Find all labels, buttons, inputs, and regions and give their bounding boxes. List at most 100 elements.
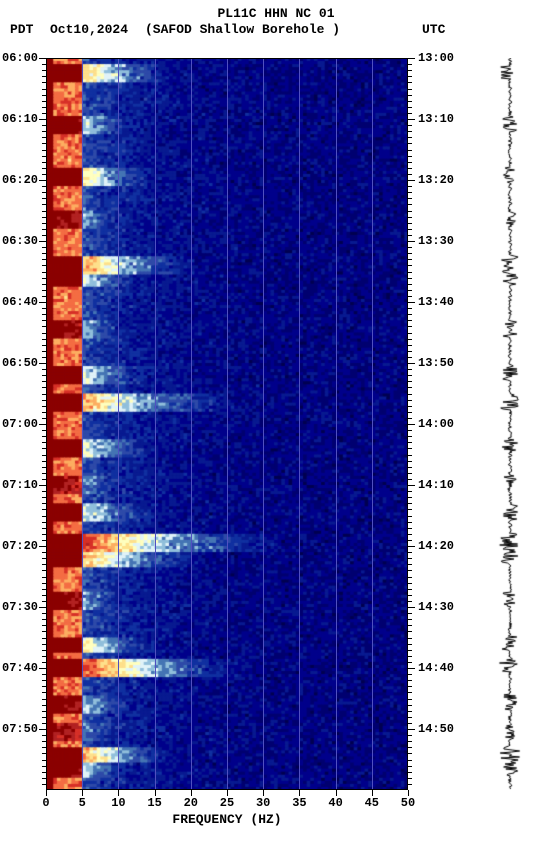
ytick-minor xyxy=(408,253,412,254)
ytick-minor xyxy=(42,662,46,663)
ytick-minor xyxy=(42,753,46,754)
ytick-minor xyxy=(42,509,46,510)
ytick-minor xyxy=(408,589,412,590)
ytick-right-label: 14:30 xyxy=(418,600,454,614)
ytick-minor xyxy=(42,113,46,114)
ytick-minor xyxy=(408,753,412,754)
ytick-minor xyxy=(42,265,46,266)
ytick-mark xyxy=(408,668,415,669)
ytick-minor xyxy=(42,131,46,132)
ytick-minor xyxy=(42,674,46,675)
ytick-minor xyxy=(42,760,46,761)
ytick-minor xyxy=(42,82,46,83)
ytick-minor xyxy=(42,686,46,687)
ytick-minor xyxy=(408,467,412,468)
ytick-minor xyxy=(408,204,412,205)
ytick-minor xyxy=(42,619,46,620)
ytick-minor xyxy=(42,204,46,205)
xtick-label: 10 xyxy=(111,796,125,810)
xtick-label: 50 xyxy=(401,796,415,810)
ytick-minor xyxy=(42,436,46,437)
ytick-mark xyxy=(408,729,415,730)
ytick-minor xyxy=(408,278,412,279)
ytick-minor xyxy=(42,455,46,456)
ytick-minor xyxy=(408,64,412,65)
ytick-minor xyxy=(42,326,46,327)
ytick-minor xyxy=(42,650,46,651)
ytick-minor xyxy=(408,357,412,358)
ytick-mark xyxy=(39,241,46,242)
ytick-minor xyxy=(42,357,46,358)
ytick-minor xyxy=(42,747,46,748)
ytick-mark xyxy=(39,363,46,364)
ytick-minor xyxy=(408,528,412,529)
ytick-left-label: 07:30 xyxy=(2,600,38,614)
ytick-minor xyxy=(42,583,46,584)
ytick-minor xyxy=(42,741,46,742)
ytick-minor xyxy=(408,711,412,712)
xtick-label: 35 xyxy=(292,796,306,810)
ytick-mark xyxy=(408,424,415,425)
ytick-mark xyxy=(39,607,46,608)
ytick-minor xyxy=(408,265,412,266)
ytick-minor xyxy=(42,577,46,578)
gridline xyxy=(82,58,83,790)
ytick-left-label: 06:30 xyxy=(2,234,38,248)
ytick-minor xyxy=(408,394,412,395)
ytick-minor xyxy=(408,430,412,431)
ytick-minor xyxy=(42,589,46,590)
ytick-minor xyxy=(42,491,46,492)
ytick-right-label: 14:10 xyxy=(418,478,454,492)
ytick-minor xyxy=(408,699,412,700)
ytick-left-label: 07:50 xyxy=(2,722,38,736)
ytick-mark xyxy=(39,119,46,120)
ytick-minor xyxy=(42,351,46,352)
ytick-minor xyxy=(408,131,412,132)
ytick-mark xyxy=(39,58,46,59)
ytick-minor xyxy=(408,625,412,626)
ytick-minor xyxy=(408,369,412,370)
ytick-minor xyxy=(42,473,46,474)
ytick-minor xyxy=(408,540,412,541)
ytick-minor xyxy=(408,137,412,138)
x-axis-label: FREQUENCY (HZ) xyxy=(46,812,408,827)
ytick-minor xyxy=(408,656,412,657)
ytick-minor xyxy=(408,735,412,736)
xtick-label: 45 xyxy=(365,796,379,810)
ytick-minor xyxy=(42,156,46,157)
ytick-minor xyxy=(408,375,412,376)
ytick-minor xyxy=(42,278,46,279)
ytick-minor xyxy=(408,192,412,193)
ytick-minor xyxy=(408,534,412,535)
ytick-minor xyxy=(42,296,46,297)
xtick-label: 20 xyxy=(184,796,198,810)
ytick-minor xyxy=(42,784,46,785)
ytick-minor xyxy=(408,162,412,163)
ytick-minor xyxy=(408,638,412,639)
ytick-minor xyxy=(42,253,46,254)
ytick-minor xyxy=(42,198,46,199)
ytick-minor xyxy=(408,595,412,596)
xtick-label: 5 xyxy=(79,796,86,810)
ytick-minor xyxy=(42,723,46,724)
ytick-minor xyxy=(408,509,412,510)
ytick-right-label: 13:40 xyxy=(418,295,454,309)
ytick-minor xyxy=(408,259,412,260)
gridline xyxy=(372,58,373,790)
ytick-minor xyxy=(408,113,412,114)
ytick-minor xyxy=(42,625,46,626)
ytick-minor xyxy=(408,747,412,748)
ytick-minor xyxy=(408,442,412,443)
ytick-minor xyxy=(408,418,412,419)
ytick-minor xyxy=(408,705,412,706)
ytick-minor xyxy=(408,577,412,578)
gridline xyxy=(263,58,264,790)
chart-title: PL11C HHN NC 01 xyxy=(0,6,552,21)
ytick-minor xyxy=(408,82,412,83)
ytick-minor xyxy=(408,680,412,681)
ytick-minor xyxy=(42,534,46,535)
ytick-minor xyxy=(42,259,46,260)
ytick-minor xyxy=(408,613,412,614)
ytick-left-label: 06:00 xyxy=(2,51,38,65)
ytick-minor xyxy=(408,290,412,291)
